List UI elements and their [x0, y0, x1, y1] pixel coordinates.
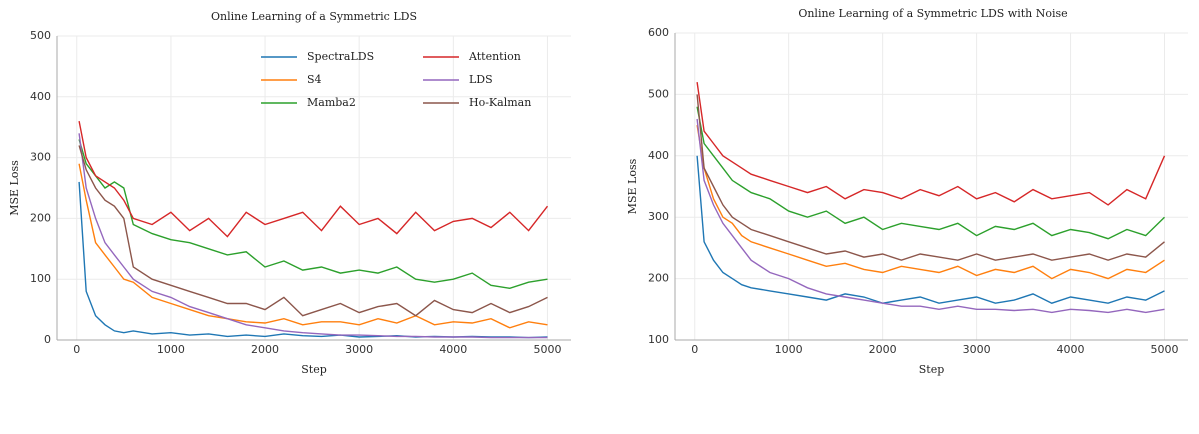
line-series — [78, 181, 548, 339]
y-tick-label: 500 — [30, 29, 51, 42]
y-tick-label: 200 — [648, 272, 669, 285]
line-series — [696, 155, 1165, 304]
y-axis-label: MSE Loss — [8, 160, 21, 216]
x-tick-label: 4000 — [439, 343, 467, 356]
x-tick-label: 2000 — [251, 343, 279, 356]
line-series — [696, 82, 1166, 206]
legend-label: Attention — [468, 50, 521, 63]
x-tick-label: 0 — [73, 343, 80, 356]
x-tick-label: 1000 — [775, 343, 803, 356]
legend-label: Ho-Kalman — [469, 96, 531, 109]
legend-label: S4 — [307, 73, 322, 86]
legend-label: SpectraLDS — [307, 50, 374, 63]
x-axis-label: Step — [301, 363, 327, 376]
line-series — [78, 120, 549, 238]
y-tick-label: 400 — [30, 90, 51, 103]
y-tick-label: 500 — [648, 87, 669, 100]
subplot: Online Learning of a Symmetric LDS Step MS… — [8, 10, 571, 376]
y-tick-label: 400 — [648, 149, 669, 162]
y-tick-label: 100 — [30, 272, 51, 285]
y-tick-label: 200 — [30, 211, 51, 224]
y-tick-label: 300 — [648, 210, 669, 223]
x-tick-label: 1000 — [157, 343, 185, 356]
legend-label: LDS — [469, 73, 493, 86]
line-series — [78, 163, 548, 329]
y-tick-label: 300 — [30, 151, 51, 164]
y-axis-label: MSE Loss — [626, 158, 639, 214]
y-tick-label: 0 — [44, 333, 51, 346]
line-series — [696, 118, 1165, 314]
x-tick-label: 4000 — [1057, 343, 1085, 356]
line-series — [696, 94, 1165, 261]
x-tick-label: 3000 — [345, 343, 373, 356]
chart-title: Online Learning of a Symmetric LDS — [211, 10, 417, 23]
line-series — [696, 106, 1165, 240]
x-axis-label: Step — [919, 363, 945, 376]
line-series — [78, 145, 548, 317]
x-tick-label: 2000 — [869, 343, 897, 356]
y-tick-label: 600 — [648, 26, 669, 39]
x-tick-label: 5000 — [533, 343, 561, 356]
x-tick-label: 3000 — [963, 343, 991, 356]
x-tick-label: 0 — [691, 343, 698, 356]
chart-title: Online Learning of a Symmetric LDS with … — [798, 7, 1067, 20]
legend-label: Mamba2 — [307, 96, 356, 109]
line-series — [78, 133, 548, 339]
y-tick-label: 100 — [648, 333, 669, 346]
line-series — [696, 124, 1165, 280]
x-tick-label: 5000 — [1151, 343, 1179, 356]
line-series — [78, 139, 548, 290]
subplot: Online Learning of a Symmetric LDS with … — [626, 7, 1188, 376]
